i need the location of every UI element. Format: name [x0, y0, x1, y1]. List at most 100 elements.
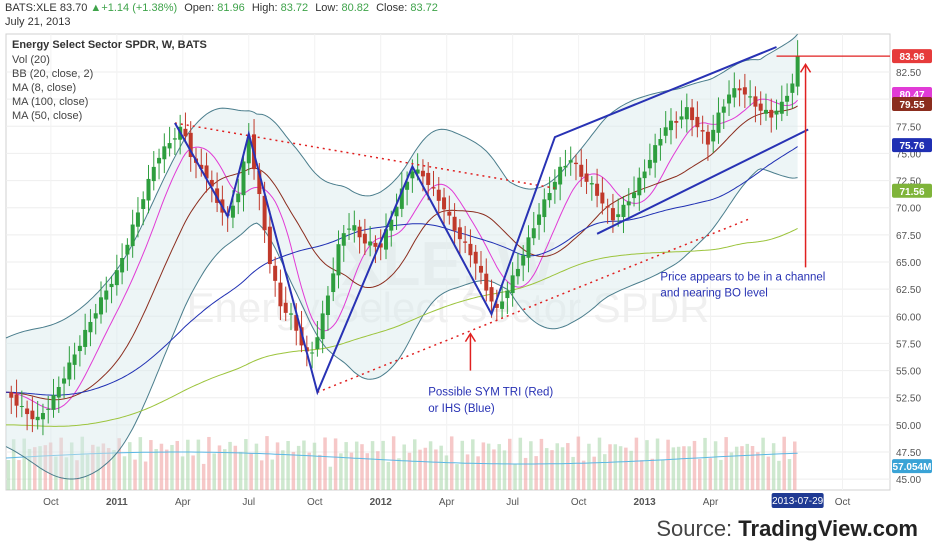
volume-bar: [302, 440, 306, 490]
candle-body: [98, 297, 103, 315]
candle-body: [331, 273, 336, 293]
open-label: Open:: [184, 2, 215, 14]
price-tag-box: [892, 138, 932, 153]
candle-body: [389, 219, 394, 231]
y-tick-label: 82.50: [896, 68, 921, 79]
candle-body: [40, 413, 45, 420]
volume-bar: [43, 445, 48, 490]
symbol-header: BATS:XLE 83.70 ▲+1.14 (+1.38%) Open: 81.…: [5, 2, 438, 14]
candle-body: [531, 228, 536, 239]
x-tick-label: Apr: [703, 497, 719, 508]
candle-body: [30, 410, 35, 420]
volume-bar: [138, 437, 143, 490]
candle-body: [769, 109, 774, 118]
volume-bar: [365, 453, 370, 490]
symbol-name: BATS:XLE: [5, 2, 57, 14]
candle-body: [616, 214, 621, 218]
volume-bar: [608, 444, 612, 490]
volume-bar: [360, 444, 364, 490]
volume-bar: [618, 446, 623, 490]
x-tick-label: Oct: [307, 497, 323, 508]
volume-bar: [439, 445, 443, 490]
candle-body: [51, 395, 56, 410]
volume-bar: [249, 453, 253, 490]
x-tick-label: Jul: [506, 497, 519, 508]
source-prefix: Source:: [656, 516, 739, 541]
x-tick-label: 2012: [370, 497, 393, 508]
volume-bar: [22, 438, 26, 490]
candle-body: [684, 107, 689, 120]
volume-bar: [502, 450, 507, 490]
volume-bar: [149, 440, 153, 490]
candle-body: [690, 107, 695, 121]
x-tick-label: 2013: [633, 497, 656, 508]
candle-body: [288, 313, 293, 315]
x-tick-label: 2011: [106, 497, 128, 508]
candle-body: [494, 303, 499, 308]
price-tag: 57.054M: [892, 459, 932, 474]
volume-bar: [59, 437, 63, 490]
candle-body: [457, 227, 462, 240]
volume-bar: [291, 451, 296, 490]
volume-bar: [112, 450, 116, 490]
volume-bar: [376, 451, 380, 490]
price-tag: 75.76: [892, 138, 932, 153]
candle-body: [204, 165, 209, 179]
source-credit: Source: TradingView.com: [656, 516, 918, 542]
volume-bar: [275, 442, 280, 490]
volume-bar: [170, 444, 174, 490]
candle-body: [610, 208, 615, 221]
volume-bar: [634, 437, 639, 490]
volume-bar: [534, 456, 538, 490]
candle-body: [415, 169, 420, 174]
candle-body: [447, 211, 452, 216]
candle-body: [452, 216, 457, 231]
volume-bar: [233, 445, 238, 490]
candle-body: [785, 95, 790, 102]
chart-title: Energy Select Sector SPDR, W, BATS: [12, 39, 207, 51]
price-tag-label: 71.56: [899, 187, 924, 198]
candle-body: [478, 265, 483, 273]
candle-body: [162, 146, 167, 160]
candle-body: [442, 197, 447, 210]
y-tick-label: 65.00: [896, 258, 921, 269]
candle-body: [383, 229, 388, 250]
volume-bar: [69, 442, 74, 490]
y-tick-label: 60.00: [896, 312, 921, 323]
volume-bar: [555, 443, 560, 490]
candle-body: [188, 132, 193, 158]
candle-body: [705, 131, 710, 145]
ma-100-line: [6, 227, 798, 427]
candle-body: [563, 165, 568, 168]
candle-body: [621, 204, 626, 218]
volume-bar: [312, 442, 317, 490]
indicator-label: MA (100, close): [12, 96, 88, 108]
candle-body: [405, 181, 410, 190]
change-arrow-icon: ▲: [90, 2, 102, 14]
last-price: 83.70: [59, 2, 88, 14]
price-tag-label: 75.76: [899, 141, 924, 152]
candle-body: [273, 265, 278, 281]
volume-bar: [486, 443, 491, 490]
volume-bar: [597, 437, 602, 490]
volume-bar: [745, 443, 750, 490]
volume-bar: [318, 454, 322, 490]
volume-bar: [328, 466, 333, 490]
candle-body: [595, 183, 600, 196]
volume-bar: [676, 446, 681, 490]
price-tag-box: [892, 459, 932, 474]
volume-bar: [497, 444, 501, 490]
volume-bar: [133, 459, 137, 490]
candle-body: [56, 387, 61, 398]
volume-bar: [228, 441, 232, 490]
indicator-label: MA (50, close): [12, 110, 82, 122]
x-tick-label: Jul: [242, 497, 255, 508]
x-tick-label: Apr: [439, 497, 455, 508]
candle-body: [695, 116, 700, 128]
volume-bar: [645, 440, 649, 490]
price-tag-label: 57.054M: [893, 462, 932, 473]
volume-bar: [175, 440, 180, 490]
volume-bar: [550, 450, 554, 490]
volume-bar: [687, 446, 691, 490]
